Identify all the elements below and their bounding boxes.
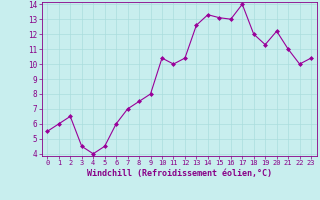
X-axis label: Windchill (Refroidissement éolien,°C): Windchill (Refroidissement éolien,°C) bbox=[87, 169, 272, 178]
